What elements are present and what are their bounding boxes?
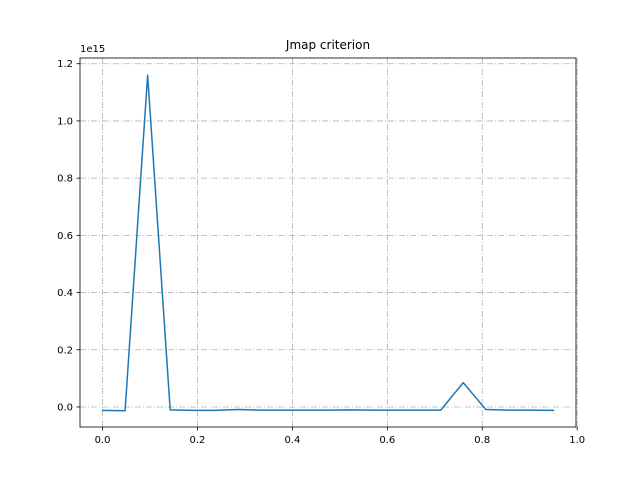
series-layer [101,74,555,412]
grid [80,58,578,427]
x-tick-label: 0.6 [379,435,395,446]
y-offset-label: 1e15 [80,44,105,55]
x-tick-label: 1.0 [569,435,585,446]
y-tick-label: 0.4 [57,288,73,299]
chart-title: Jmap criterion [285,38,370,52]
ticks: 0.0 0.2 0.4 0.6 0.8 1.0 0.0 0.2 0.4 0.6 0.8 1.0 1.2 [57,59,585,446]
y-tick-label: 1.0 [57,116,73,127]
x-tick-label: 0.4 [284,435,300,446]
axes-frame [79,57,577,428]
x-tick-label: 0.2 [190,435,206,446]
x-tick-label: 0.0 [95,435,111,446]
y-tick-label: 0.8 [57,174,73,185]
x-tick-label: 0.8 [474,435,490,446]
y-tick-label: 1.2 [57,59,73,70]
y-tick-label: 0.2 [57,345,73,356]
y-tick-label: 0.6 [57,231,73,242]
y-tick-label: 0.0 [57,402,73,413]
series-line [101,74,555,412]
